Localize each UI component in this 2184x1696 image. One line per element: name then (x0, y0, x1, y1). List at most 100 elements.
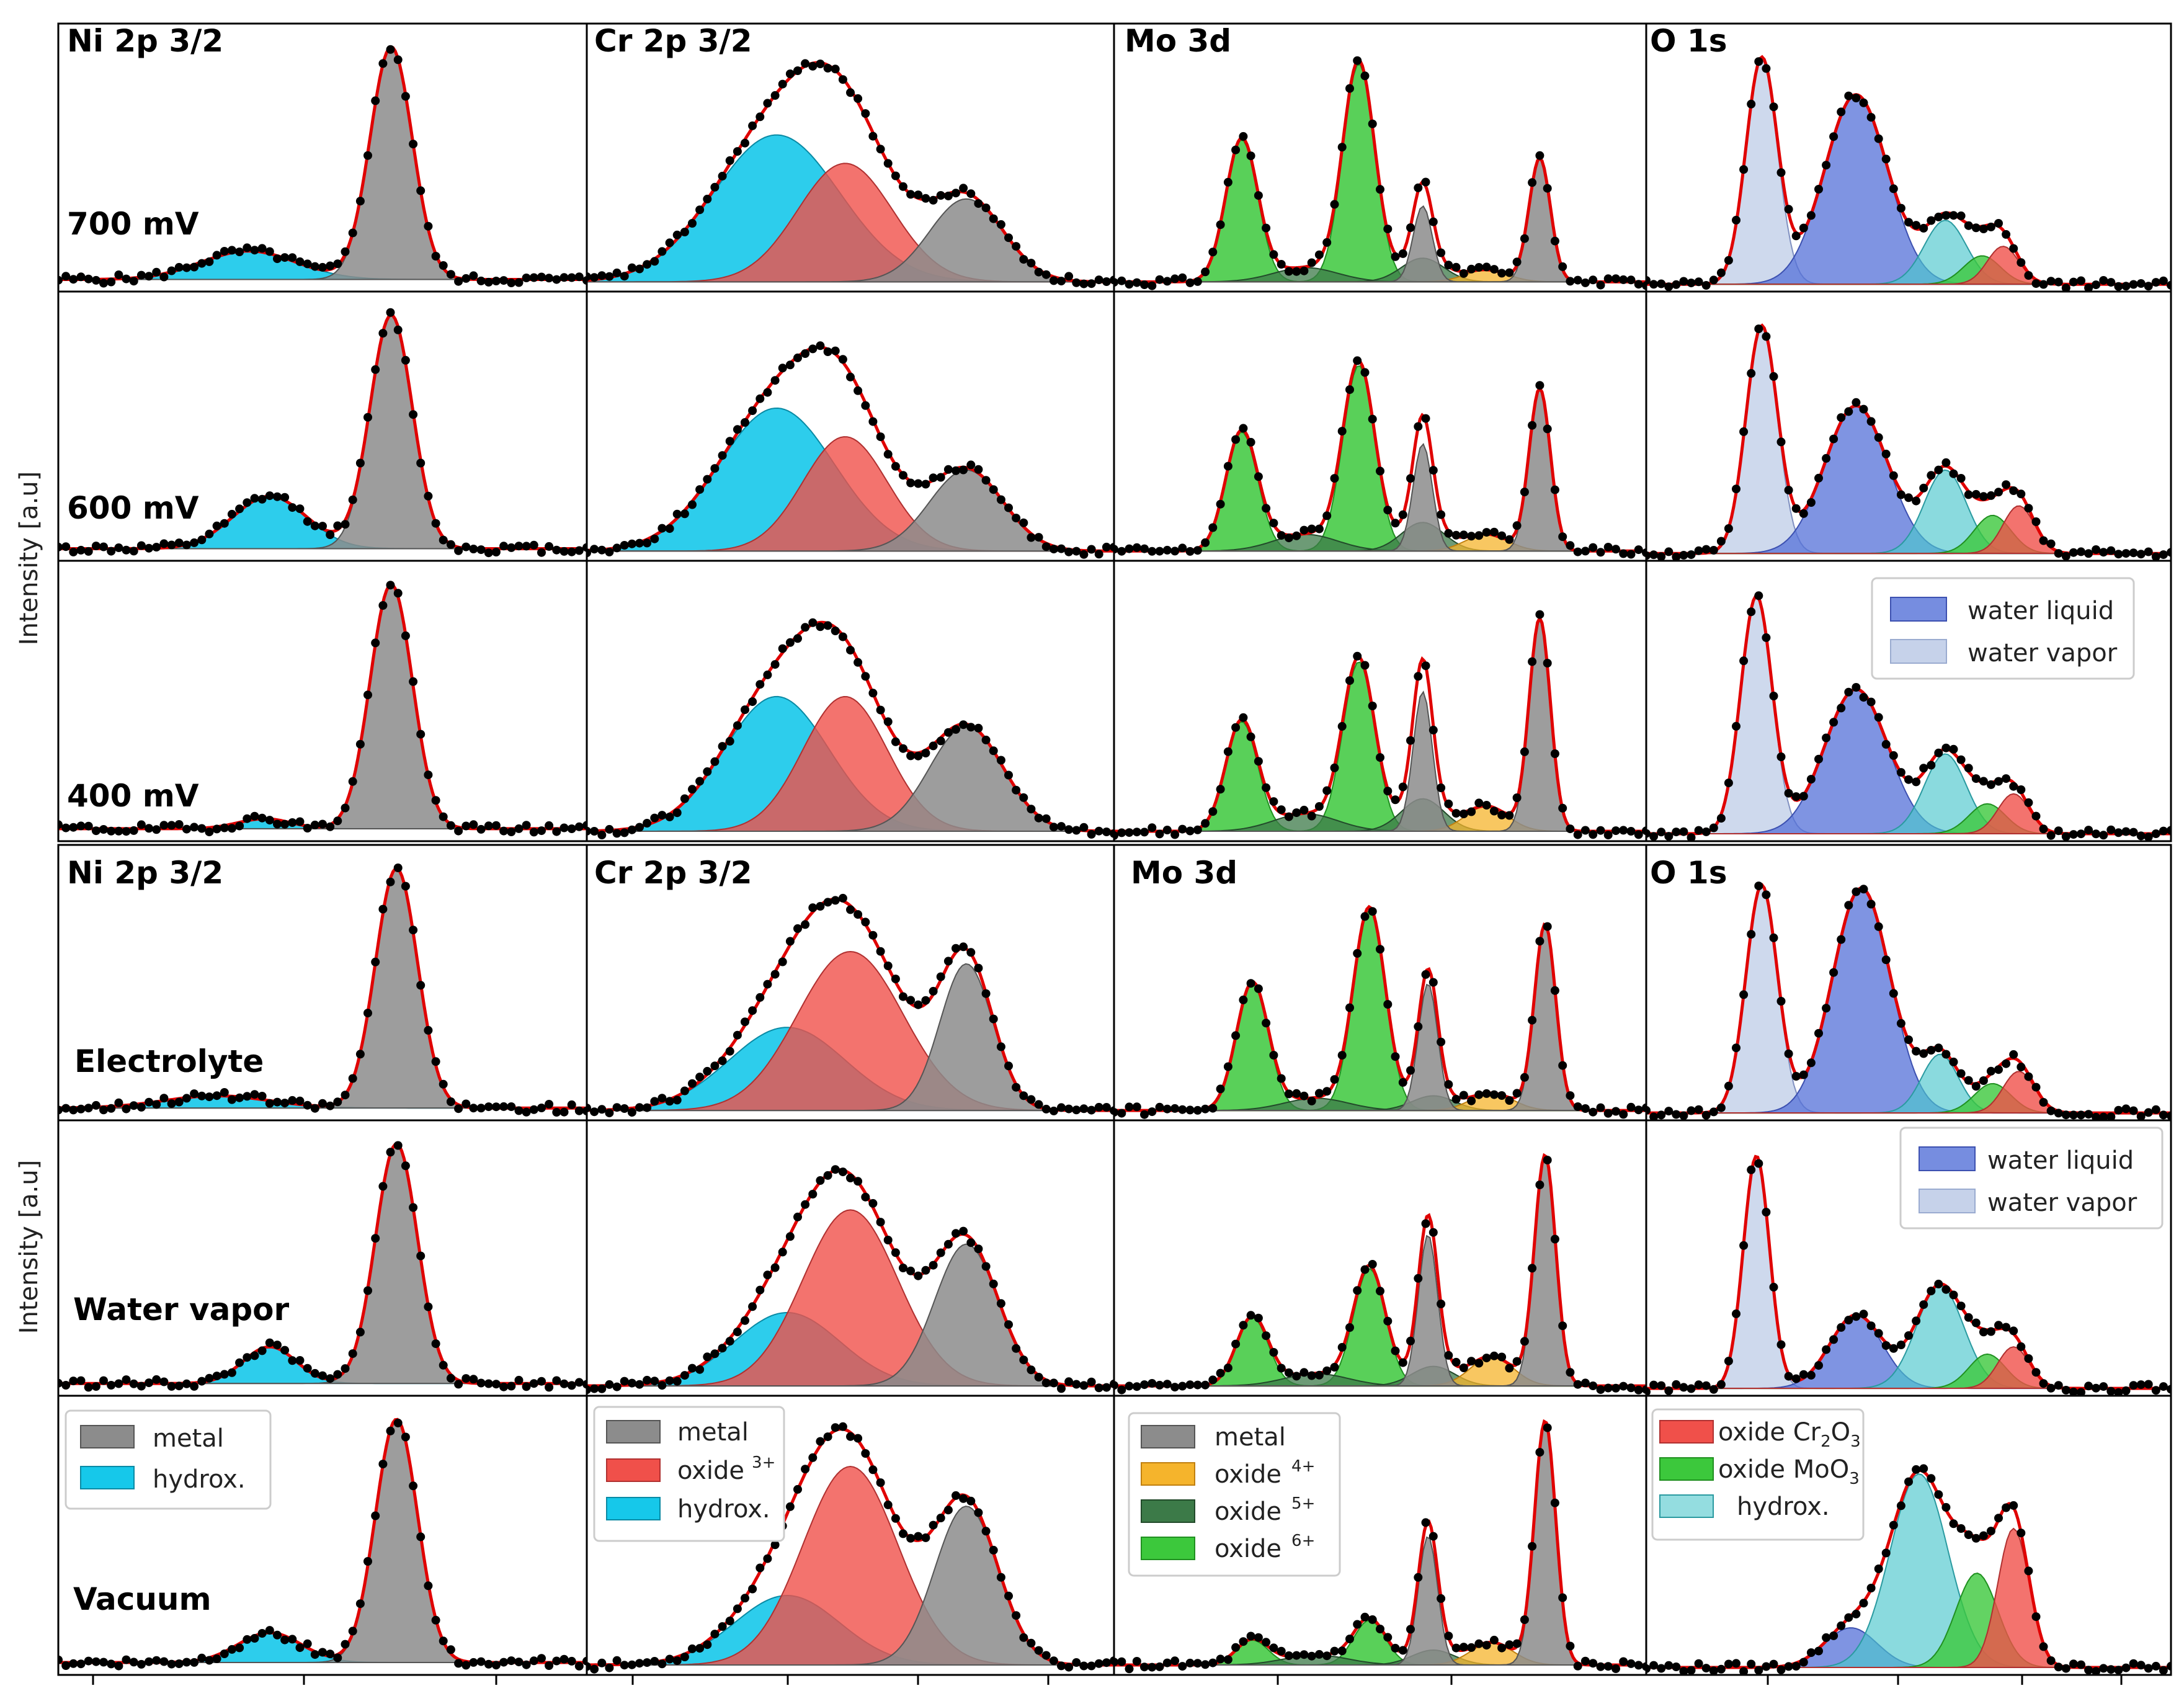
data-point (265, 1099, 274, 1108)
legend-swatch-cr-oxide (606, 1458, 661, 1482)
data-point (1239, 1321, 1248, 1330)
data-point (355, 1599, 365, 1609)
data-point (2099, 1382, 2108, 1391)
data-point (1866, 697, 1876, 707)
data-point (1589, 1107, 1598, 1117)
data-point (643, 538, 652, 548)
data-point (1087, 1377, 1096, 1386)
data-point (1474, 798, 1484, 808)
data-point (1004, 1591, 1013, 1600)
data-point (152, 1656, 161, 1665)
data-point (1535, 937, 1544, 946)
data-point (1762, 332, 1771, 341)
data-point (1140, 544, 1149, 553)
data-point (507, 1102, 516, 1111)
data-point (1368, 414, 1377, 424)
data-point (1837, 413, 1846, 422)
data-point (1642, 1103, 1646, 1112)
data-point (257, 494, 267, 504)
data-point (891, 462, 900, 471)
data-point (1489, 806, 1499, 816)
data-point (1566, 1641, 1575, 1651)
data-point (1201, 1660, 1210, 1669)
data-point (1012, 1344, 1021, 1353)
data-point (136, 1102, 146, 1112)
data-point (2069, 548, 2078, 557)
data-point (801, 59, 810, 68)
data-point (1185, 826, 1195, 836)
data-point (876, 947, 885, 956)
data-point (1528, 1015, 1537, 1025)
data-point (1277, 1074, 1286, 1083)
data-point (333, 259, 342, 269)
data-point (1201, 267, 1210, 277)
data-point (1754, 591, 1763, 600)
data-point (952, 466, 960, 475)
data-point (838, 1422, 847, 1431)
data-point (491, 277, 501, 285)
data-point (1489, 527, 1499, 537)
data-point (424, 221, 433, 231)
data-point (718, 171, 727, 181)
data-point (1603, 1662, 1613, 1671)
data-point (785, 1502, 795, 1511)
data-point (1814, 185, 1823, 194)
data-point (1193, 1105, 1202, 1115)
data-point (507, 279, 516, 287)
data-point (695, 1365, 705, 1374)
panel-cr-400-mv (587, 618, 1114, 839)
data-point (1784, 1662, 1793, 1671)
data-point (522, 1382, 531, 1391)
data-point (2061, 1664, 2070, 1673)
data-point (861, 109, 870, 118)
data-point (2039, 1098, 2048, 1107)
data-point (1489, 1635, 1499, 1645)
data-point (1634, 545, 1643, 555)
data-point (1814, 1029, 1823, 1038)
data-point (1185, 1105, 1195, 1115)
data-point (785, 638, 795, 647)
panel-frame (57, 1119, 588, 1397)
data-point (235, 821, 244, 831)
data-point (348, 1074, 357, 1083)
data-point (778, 1247, 787, 1257)
data-point (959, 942, 968, 952)
data-point (680, 1371, 689, 1380)
data-point (424, 491, 433, 501)
data-point (386, 1426, 395, 1435)
data-point (2167, 826, 2171, 835)
data-point (1132, 543, 1141, 552)
data-point (514, 278, 524, 287)
data-point (1889, 1520, 1898, 1530)
data-point (2129, 1659, 2138, 1668)
data-point (1634, 280, 1643, 289)
data-point (1852, 683, 1861, 692)
data-point (1414, 422, 1423, 431)
data-point (974, 465, 983, 474)
data-point (1732, 721, 1741, 731)
data-point (1986, 780, 1995, 789)
data-point (2136, 550, 2146, 559)
data-point (816, 902, 825, 911)
data-point (996, 495, 1005, 504)
data-point (816, 341, 825, 350)
data-point (703, 1352, 712, 1362)
data-point (1299, 525, 1309, 535)
data-point (129, 1101, 138, 1110)
data-point (2136, 279, 2146, 288)
data-point (355, 197, 365, 206)
data-point (1784, 205, 1793, 214)
data-point (476, 276, 486, 285)
data-point (665, 1654, 674, 1664)
data-point (552, 1656, 561, 1666)
data-point (1041, 1378, 1051, 1388)
data-point (1956, 474, 1966, 483)
data-point (943, 465, 953, 474)
data-point (1034, 267, 1043, 277)
data-point (182, 1094, 191, 1103)
data-point (952, 1229, 960, 1238)
data-point (665, 524, 674, 533)
data-point (778, 644, 787, 653)
data-point (921, 996, 930, 1005)
data-point (439, 1636, 448, 1646)
